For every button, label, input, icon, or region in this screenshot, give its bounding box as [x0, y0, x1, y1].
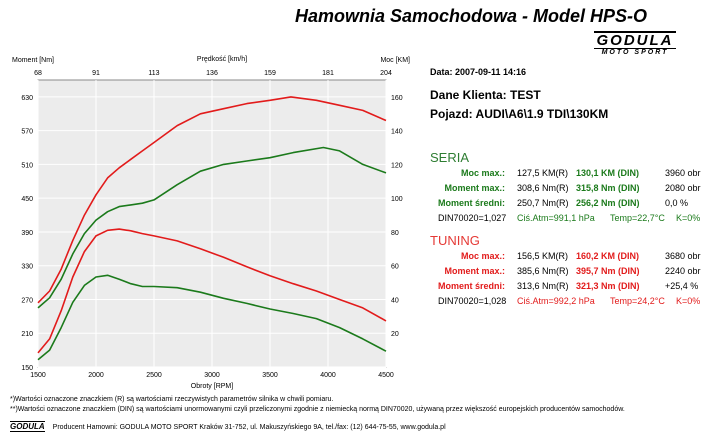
footnote-r: *)Wartości oznaczone znaczkiem (R) są wa…	[10, 396, 334, 403]
result-value-r: 308,6 Nm(R)	[517, 183, 569, 193]
y-left-tick-label: 270	[21, 297, 33, 304]
footer-text: Producent Hamowni: GODULA MOTO SPORT Kra…	[52, 424, 446, 431]
y-left-tick-label: 510	[21, 162, 33, 169]
k-factor: K=0%	[676, 213, 701, 223]
result-extra: +25,4 %	[665, 281, 699, 291]
y-left-tick-label: 150	[21, 365, 33, 372]
top-tick-label: 136	[206, 70, 218, 77]
result-extra: 3960 obr	[665, 168, 701, 178]
y-left-tick-label: 210	[21, 331, 33, 338]
top-axis-label: Prędkość [km/h]	[197, 56, 247, 63]
top-tick-label: 113	[148, 70, 159, 77]
result-value-din: 315,8 Nm (DIN)	[576, 183, 640, 193]
result-value-r: 313,6 Nm(R)	[517, 281, 569, 291]
y-left-tick-label: 390	[21, 230, 33, 237]
top-tick-label: 181	[322, 70, 334, 77]
result-label: Moment max.:	[444, 266, 505, 276]
top-tick-label: 159	[264, 70, 276, 77]
series-lines	[37, 96, 387, 361]
result-extra: 0,0 %	[665, 198, 689, 208]
result-extra: 2080 obr	[665, 183, 701, 193]
y-right-tick-label: 140	[391, 129, 403, 136]
seria-power-line	[37, 146, 387, 309]
result-extra: 3680 obr	[665, 251, 701, 261]
result-value-din: 321,3 Nm (DIN)	[576, 281, 640, 291]
y-right-tick-label: 100	[391, 196, 403, 203]
y-left-tick-label: 570	[21, 129, 33, 136]
seria-torque-line	[37, 274, 387, 361]
top-tick-label: 204	[380, 70, 392, 77]
x-axis-label: Obroty [RPM]	[191, 383, 233, 390]
x-tick-label: 3000	[204, 372, 220, 379]
temperature: Temp=22,7°C	[610, 213, 665, 223]
din-factor: DIN70020=1,027	[438, 213, 507, 223]
k-factor: K=0%	[676, 296, 701, 306]
atm-pressure: Ciś.Atm=991,1 hPa	[517, 213, 595, 223]
footer: GODULA Producent Hamowni: GODULA MOTO SPO…	[10, 421, 446, 432]
footnote-din: **)Wartości oznaczone znaczkiem (DIN) są…	[10, 406, 625, 413]
result-value-r: 127,5 KM(R)	[517, 168, 569, 178]
page-title: Hamownia Samochodowa - Model HPS-O	[295, 6, 648, 26]
grid-lines	[37, 80, 387, 368]
top-tick-label: 91	[92, 70, 100, 77]
y-left-tick-label: 630	[21, 95, 33, 102]
x-tick-label: 4500	[378, 372, 394, 379]
top-tick-label: 68	[34, 70, 42, 77]
result-label: Moment max.:	[444, 183, 505, 193]
right-axis-label: Moc [KM]	[380, 57, 410, 64]
result-value-r: 250,7 Nm(R)	[517, 198, 569, 208]
dyno-chart: 1500 2000 2500 3000 3500 4000 4500 150 210 270 330…	[12, 56, 410, 390]
tuning-section-title: TUNING	[430, 233, 480, 248]
tuning-power-line	[37, 96, 387, 304]
din-factor: DIN70020=1,028	[438, 296, 507, 306]
atm-pressure: Ciś.Atm=992,2 hPa	[517, 296, 595, 306]
test-date: Data: 2007-09-11 14:16	[430, 67, 527, 77]
left-axis-label: Moment [Nm]	[12, 57, 54, 64]
x-tick-label: 1500	[30, 372, 46, 379]
result-extra: 2240 obr	[665, 266, 701, 276]
y-right-tick-label: 20	[391, 331, 399, 338]
result-value-r: 385,6 Nm(R)	[517, 266, 569, 276]
result-value-din: 256,2 Nm (DIN)	[576, 198, 640, 208]
client-name: Dane Klienta: TEST	[430, 88, 541, 102]
tuning-torque-line	[37, 228, 387, 354]
logo-sub-text: MOTO SPORT	[594, 48, 676, 56]
footer-logo: GODULA	[10, 421, 45, 432]
result-value-r: 156,5 KM(R)	[517, 251, 569, 261]
result-label: Moc max.:	[460, 251, 505, 261]
seria-section-title: SERIA	[430, 150, 470, 165]
result-value-din: 130,1 KM (DIN)	[576, 168, 640, 178]
y-right-tick-label: 60	[391, 264, 399, 271]
x-tick-label: 2500	[146, 372, 162, 379]
result-value-din: 160,2 KM (DIN)	[576, 251, 640, 261]
logo-main-text: GODULA	[594, 31, 676, 48]
y-left-tick-label: 450	[21, 196, 33, 203]
y-right-tick-label: 160	[391, 95, 403, 102]
x-tick-label: 4000	[320, 372, 336, 379]
footnotes: *)Wartości oznaczone znaczkiem (R) są wa…	[10, 395, 625, 415]
y-right-tick-label: 120	[391, 162, 403, 169]
result-label: Moc max.:	[460, 168, 505, 178]
vehicle-name: Pojazd: AUDI\A6\1.9 TDI\130KM	[430, 107, 609, 121]
result-value-din: 395,7 Nm (DIN)	[576, 266, 640, 276]
x-tick-label: 2000	[88, 372, 104, 379]
tick-labels: 1500 2000 2500 3000 3500 4000 4500 150 210 270 330…	[21, 70, 402, 379]
godula-logo: GODULA MOTO SPORT	[594, 31, 676, 56]
temperature: Temp=24,2°C	[610, 296, 665, 306]
result-label: Moment średni:	[437, 198, 505, 208]
y-left-tick-label: 330	[21, 264, 33, 271]
y-right-tick-label: 80	[391, 230, 399, 237]
result-label: Moment średni:	[437, 281, 505, 291]
y-right-tick-label: 40	[391, 297, 399, 304]
x-tick-label: 3500	[262, 372, 278, 379]
